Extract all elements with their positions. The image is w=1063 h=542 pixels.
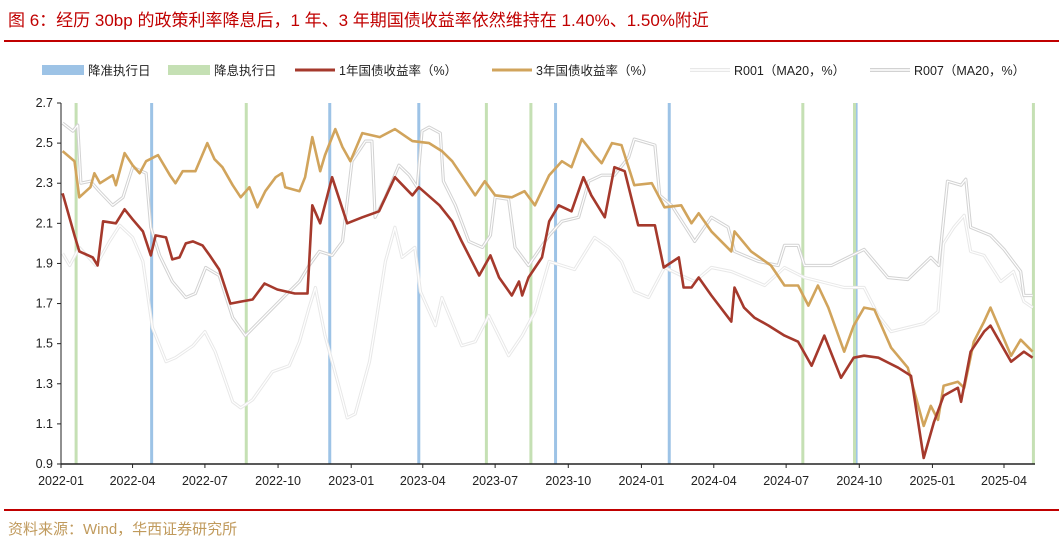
x-tick-label: 2022-07 [182, 474, 228, 488]
legend-label: 3年国债收益率（%） [536, 63, 654, 78]
legend-label: 降准执行日 [88, 64, 151, 78]
legend-label: 1年国债收益率（%） [339, 63, 457, 78]
x-tick-label: 2023-04 [400, 474, 446, 488]
x-tick-label: 2024-10 [836, 474, 882, 488]
x-tick-label: 2023-10 [545, 474, 591, 488]
series-r007-line-inner [62, 122, 1033, 337]
x-tick-label: 2024-07 [763, 474, 809, 488]
source-divider [4, 509, 1059, 511]
y-tick-label: 2.1 [36, 216, 53, 230]
legend-swatch-band [168, 65, 210, 75]
y-tick-label: 0.9 [36, 457, 53, 471]
x-tick-label: 2023-01 [328, 474, 374, 488]
x-tick-label: 2025-04 [981, 474, 1027, 488]
y-tick-label: 2.7 [36, 96, 53, 110]
x-tick-label: 2024-01 [618, 474, 664, 488]
x-tick-label: 2024-04 [691, 474, 737, 488]
figure-title: 图 6：经历 30bp 的政策利率降息后，1 年、3 年期国债收益率依然维持在 … [8, 11, 709, 30]
x-tick-label: 2022-10 [255, 474, 301, 488]
y-tick-label: 1.9 [36, 256, 53, 270]
y-tick-label: 1.7 [36, 297, 53, 311]
series-y3-line [61, 127, 1034, 428]
x-tick-label: 2023-07 [472, 474, 518, 488]
source-note: 资料来源：Wind，华西证券研究所 [8, 521, 238, 538]
y-tick-label: 1.5 [36, 337, 53, 351]
title-divider [4, 40, 1059, 42]
series-y1-line [61, 165, 1034, 460]
y-tick-label: 2.3 [36, 176, 53, 190]
legend-label: R007（MA20，%） [914, 64, 1025, 78]
legend-label: R001（MA20，%） [734, 64, 845, 78]
y-tick-label: 1.1 [36, 417, 53, 431]
y-tick-label: 2.5 [36, 136, 53, 150]
legend-swatch-band [42, 65, 84, 75]
series-r001-line [61, 213, 1034, 420]
x-tick-label: 2022-01 [38, 474, 84, 488]
legend-label: 降息执行日 [214, 63, 277, 78]
series-r001-line-inner [62, 214, 1033, 419]
x-tick-label: 2025-01 [909, 474, 955, 488]
y-tick-label: 1.3 [36, 377, 53, 391]
x-tick-label: 2022-04 [110, 474, 156, 488]
